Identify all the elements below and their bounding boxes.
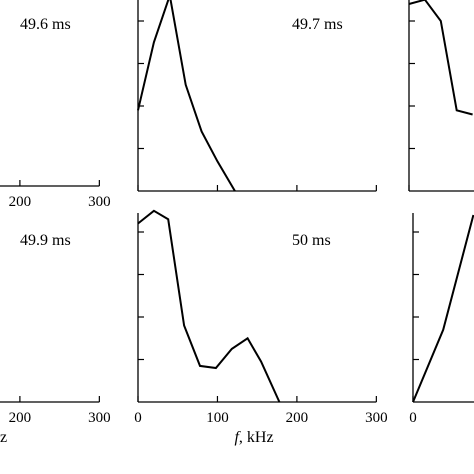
x-tick-label: 300: [88, 410, 111, 426]
x-tick-label: 100: [206, 410, 229, 426]
panel-1: 200 300 49.6 ms: [0, 16, 111, 210]
panel-time-label: 49.9 ms: [20, 232, 71, 249]
spectrum-line: [408, 0, 473, 116]
x-tick-label: 200: [9, 410, 32, 426]
x-tick-label: 300: [365, 410, 388, 426]
x-axis-title-unit: , kHz: [239, 429, 274, 446]
x-axis-title-symbol: f: [234, 429, 241, 446]
panel-2: 49.7 ms: [137, 0, 377, 192]
panel-5: 0 100 200 300 50 ms: [134, 209, 388, 426]
x-axis-title: f, kHz: [234, 429, 273, 446]
panel-time-label: 49.7 ms: [292, 16, 343, 33]
x-tick-label: 0: [409, 410, 417, 426]
spectrum-line: [412, 214, 474, 403]
spectrum-line: [137, 0, 236, 192]
panel-3: [408, 0, 474, 192]
x-axis-title-fragment: z: [0, 429, 7, 446]
panel-4: 200 300 49.9 ms: [0, 232, 111, 426]
panel-time-label: 50 ms: [292, 232, 331, 249]
x-tick-label: 0: [134, 410, 142, 426]
x-tick-label: 200: [9, 194, 32, 210]
panel-time-label: 49.6 ms: [20, 16, 71, 33]
x-tick-label: 300: [88, 194, 111, 210]
spectrum-line: [137, 209, 281, 403]
panel-6: 0: [409, 213, 474, 426]
x-tick-label: 200: [286, 410, 309, 426]
